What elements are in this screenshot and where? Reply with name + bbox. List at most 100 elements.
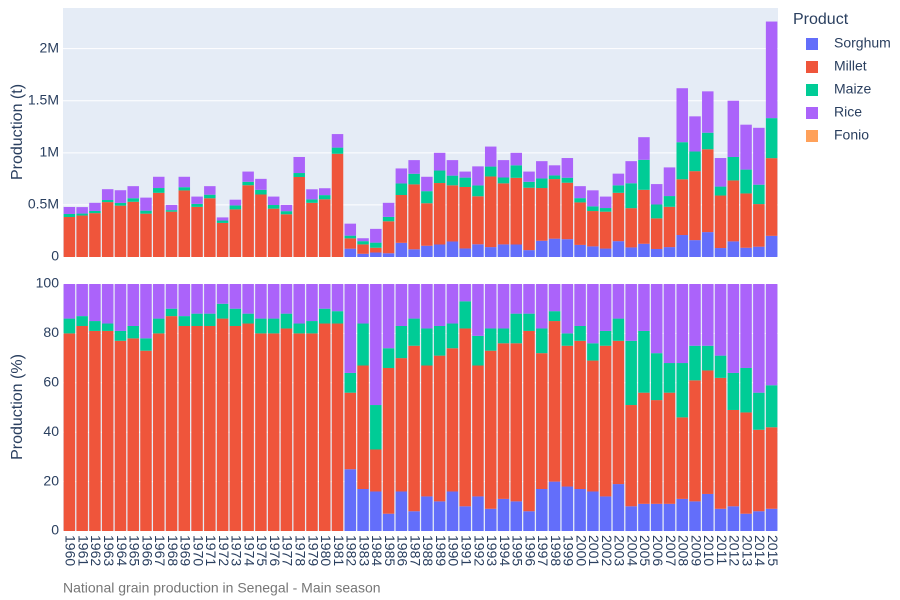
bar-segment [242, 284, 254, 314]
bar-segment [523, 171, 535, 182]
bar-segment [344, 392, 357, 470]
x-tick-label: 1984 [369, 535, 385, 566]
bar-segment [229, 199, 242, 206]
x-tick-label: 2015 [765, 535, 781, 566]
bar-segment [293, 156, 305, 174]
bar-segment [497, 498, 510, 531]
bar-segment [191, 325, 203, 531]
bar-segment [510, 343, 523, 502]
y-tick-label: 80 [43, 324, 59, 340]
bar-segment [484, 508, 497, 531]
bar-segment [255, 333, 267, 531]
bar-segment [357, 238, 369, 242]
bar-segment [267, 318, 280, 334]
bar-segment [663, 392, 676, 504]
x-tick-label: 2013 [739, 535, 755, 566]
bar-segment [689, 284, 701, 346]
x-tick-label: 1987 [407, 535, 423, 566]
x-tick-label: 1960 [63, 535, 79, 566]
x-tick-label: 1997 [535, 535, 551, 566]
x-tick-label: 2014 [752, 535, 768, 566]
bar-segment [612, 185, 625, 193]
bar-segment [625, 506, 637, 531]
bar-segment [714, 195, 727, 249]
bar-segment [727, 156, 740, 181]
bar-segment [702, 493, 714, 531]
bar-segment [267, 333, 280, 531]
bar-segment [638, 284, 650, 331]
bar-segment [216, 217, 229, 221]
x-tick-label: 1983 [356, 535, 372, 566]
bar-segment [599, 330, 612, 346]
x-tick-label: 1966 [139, 535, 155, 566]
bar-segment [178, 316, 191, 326]
x-tick-label: 1996 [522, 535, 538, 566]
bar-segment [612, 173, 625, 186]
bar-segment [331, 311, 344, 324]
bar-segment [293, 173, 305, 177]
bar-segment [459, 248, 471, 257]
bar-segment [689, 116, 701, 152]
bar-segment [676, 363, 688, 418]
bar-segment [472, 244, 484, 257]
bar-segment [344, 469, 357, 531]
bar-segment [638, 243, 650, 257]
bar-segment [191, 313, 203, 326]
bar-segment [561, 177, 574, 183]
bar-segment [484, 284, 497, 329]
y-axis-title: Production (%) [9, 354, 26, 460]
legend-label[interactable]: Rice [834, 104, 862, 120]
bar-segment [153, 192, 165, 257]
legend-swatch[interactable] [806, 130, 818, 142]
bar-segment [663, 247, 676, 257]
y-tick-label: 1.5M [28, 91, 59, 107]
bar-segment [267, 196, 280, 206]
bar-segment [153, 188, 165, 193]
bar-segment [587, 211, 599, 247]
bar-segment [216, 284, 229, 304]
legend-label[interactable]: Fonio [834, 127, 869, 143]
bar-segment [204, 186, 216, 195]
bar-segment [357, 241, 369, 245]
bar-segment [650, 184, 663, 205]
legend-swatch[interactable] [806, 61, 818, 73]
bar-segment [433, 152, 446, 171]
bar-segment [331, 134, 344, 148]
bar-segment [689, 501, 701, 531]
legend-label[interactable]: Maize [834, 81, 872, 97]
bar-segment [382, 513, 395, 531]
legend-swatch[interactable] [806, 38, 818, 50]
y-tick-label: 0 [51, 522, 59, 538]
bar-segment [101, 189, 114, 201]
bar-segment [625, 208, 637, 248]
bar-segment [370, 228, 382, 243]
x-tick-label: 1992 [471, 535, 487, 566]
bar-segment [497, 284, 510, 329]
bar-segment [472, 365, 484, 497]
bar-segment [510, 244, 523, 257]
bar-segment [714, 355, 727, 378]
legend-swatch[interactable] [806, 84, 818, 96]
x-tick-label: 2010 [701, 535, 717, 566]
bar-segment [663, 363, 676, 393]
x-tick-label: 1978 [293, 535, 309, 566]
x-tick-label: 2000 [573, 535, 589, 566]
bar-segment [510, 284, 523, 314]
bar-segment [625, 161, 637, 184]
bar-segment [370, 284, 382, 406]
bar-segment [408, 160, 420, 174]
legend-swatch[interactable] [806, 107, 818, 119]
bar-segment [574, 198, 586, 203]
bar-segment [267, 205, 280, 209]
bar-segment [395, 325, 408, 359]
legend-label[interactable]: Millet [834, 58, 867, 74]
bar-segment [89, 213, 101, 257]
bar-segment [459, 506, 471, 531]
bar-segment [89, 284, 101, 322]
bar-segment [599, 496, 612, 531]
x-tick-label: 1969 [178, 535, 194, 566]
bar-segment [612, 340, 625, 485]
legend-label[interactable]: Sorghum [834, 35, 891, 51]
bar-segment [561, 284, 574, 334]
bar-segment [433, 244, 446, 257]
